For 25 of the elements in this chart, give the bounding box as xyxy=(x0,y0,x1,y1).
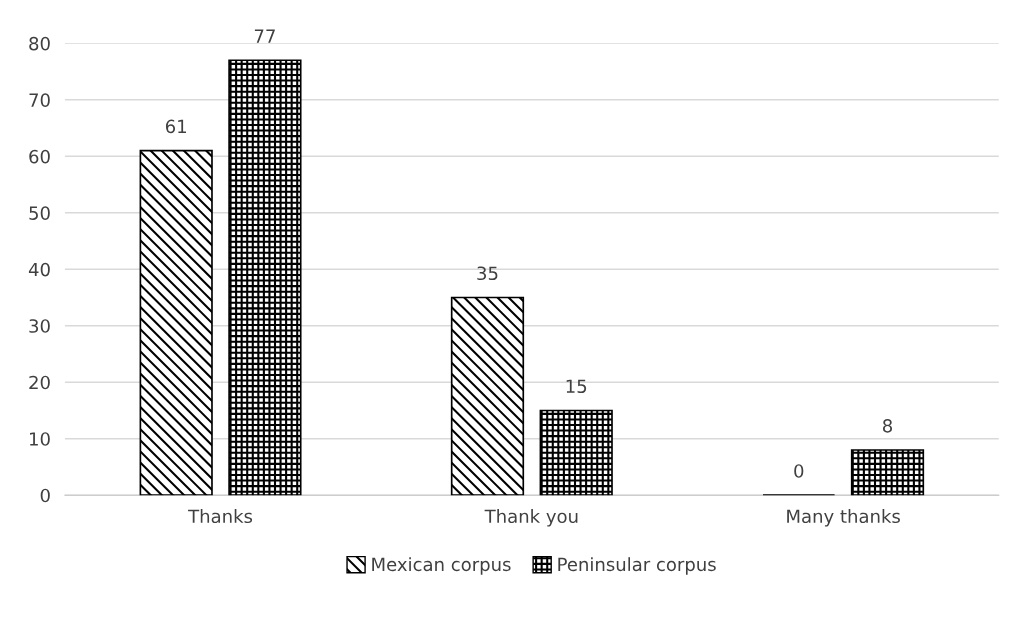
legend-label: Peninsular corpus xyxy=(558,557,716,575)
data-label: 0 xyxy=(794,464,804,478)
bar xyxy=(450,296,525,496)
y-tick-label: 0 xyxy=(40,488,50,503)
bar xyxy=(139,149,213,496)
data-label: 77 xyxy=(254,29,275,43)
y-tick-label: 60 xyxy=(29,149,50,164)
y-tick-label: 40 xyxy=(28,262,50,277)
y-tick-label: 10 xyxy=(30,432,50,446)
data-label: 35 xyxy=(477,266,498,281)
bar xyxy=(228,59,302,496)
data-label: 15 xyxy=(566,379,587,394)
data-label: 61 xyxy=(165,119,187,134)
y-tick-label: 70 xyxy=(29,93,50,107)
x-tick-label: Thanks xyxy=(188,509,253,524)
y-tick-label: 50 xyxy=(29,206,50,220)
bar xyxy=(850,449,925,496)
x-tick-label: Many thanks xyxy=(787,509,900,527)
y-tick-label: 20 xyxy=(29,375,50,390)
legend-label: Mexican corpus xyxy=(372,557,511,575)
y-tick-label: 30 xyxy=(29,319,50,333)
bar xyxy=(539,409,613,496)
x-tick-label: Thank you xyxy=(484,509,578,527)
y-tick-label: 80 xyxy=(29,36,50,51)
data-label: 8 xyxy=(882,418,893,433)
